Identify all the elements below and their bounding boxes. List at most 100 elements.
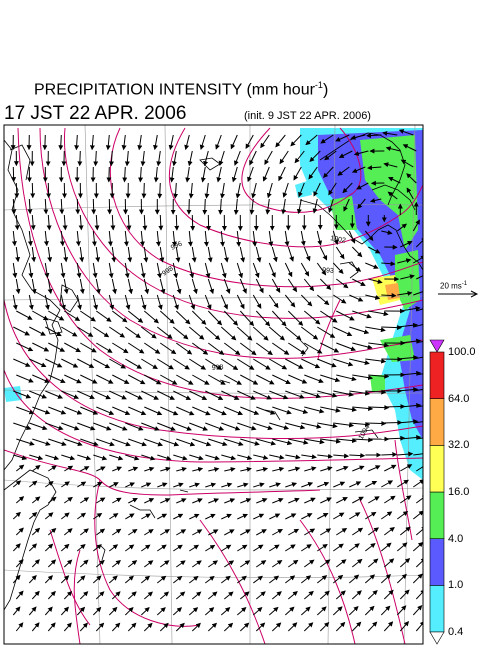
wind-arrow bbox=[285, 513, 297, 520]
wind-arrow bbox=[293, 166, 302, 181]
wind-arrow bbox=[336, 374, 357, 382]
wind-arrow bbox=[204, 326, 221, 341]
wind-arrow bbox=[43, 198, 49, 215]
wind-arrow bbox=[96, 466, 106, 472]
wind-arrow bbox=[368, 496, 380, 504]
wind-arrow bbox=[95, 246, 101, 263]
wind-arrow bbox=[236, 294, 245, 310]
wind-arrow bbox=[383, 621, 394, 632]
wind-arrow bbox=[61, 481, 70, 488]
valid-time: 17 JST 22 APR. 2006 bbox=[4, 103, 187, 124]
wind-arrow bbox=[207, 278, 215, 295]
wind-arrow bbox=[143, 278, 150, 295]
wind-arrow bbox=[317, 513, 329, 520]
wind-arrow bbox=[143, 310, 159, 324]
isobar-label: 1002 bbox=[330, 235, 347, 245]
colorbar-cell bbox=[429, 398, 445, 446]
wind-arrow bbox=[137, 134, 143, 151]
wind-arrow bbox=[256, 342, 273, 356]
wind-arrow bbox=[240, 374, 259, 385]
wind-arrow bbox=[13, 358, 31, 367]
wind-arrow bbox=[140, 607, 150, 616]
wind-arrow bbox=[15, 496, 25, 504]
wind-arrow bbox=[124, 294, 131, 311]
colorbar-label: 4.0 bbox=[448, 532, 464, 545]
wind-arrow bbox=[207, 246, 213, 263]
wind-arrow bbox=[157, 390, 175, 400]
wind-arrow bbox=[412, 541, 423, 552]
wind-arrow bbox=[399, 558, 411, 568]
wind-arrow bbox=[122, 166, 128, 183]
wind-arrow bbox=[77, 150, 83, 167]
wind-arrow bbox=[127, 560, 138, 568]
wind-arrow bbox=[381, 325, 403, 331]
wind-arrow bbox=[16, 310, 33, 320]
wind-arrow bbox=[271, 278, 281, 293]
wind-arrow bbox=[125, 454, 140, 461]
wind-arrow bbox=[397, 451, 414, 457]
colorbar-cell bbox=[429, 584, 445, 633]
wind-arrow bbox=[223, 342, 241, 356]
wind-arrow bbox=[45, 390, 64, 399]
wind-arrow bbox=[383, 526, 395, 536]
wind-arrow bbox=[95, 278, 101, 295]
wind-arrow bbox=[204, 607, 215, 616]
wind-arrow bbox=[156, 150, 162, 167]
wind-arrow bbox=[188, 575, 199, 584]
wind-arrow bbox=[125, 544, 135, 552]
wind-arrow bbox=[352, 465, 365, 472]
wind-arrow bbox=[333, 326, 353, 336]
wind-arrow bbox=[304, 497, 316, 504]
wind-arrow bbox=[271, 591, 282, 600]
wind-arrow bbox=[342, 182, 353, 194]
wind-arrow bbox=[236, 326, 253, 341]
wind-arrow bbox=[351, 590, 362, 600]
wind-arrow bbox=[397, 355, 419, 361]
wind-arrow bbox=[415, 237, 423, 248]
wind-arrow bbox=[44, 606, 53, 616]
wind-arrow bbox=[44, 262, 50, 279]
wind-arrow bbox=[269, 513, 281, 520]
wind-arrow bbox=[205, 482, 217, 488]
wind-arrow bbox=[365, 480, 378, 488]
wind-arrow bbox=[75, 198, 81, 215]
wind-arrow bbox=[416, 405, 423, 408]
wind-arrow bbox=[143, 246, 149, 263]
wind-arrow bbox=[316, 294, 330, 306]
wind-arrow bbox=[189, 422, 209, 431]
wind-arrow bbox=[351, 246, 363, 258]
wind-arrow bbox=[240, 529, 251, 536]
wind-arrow bbox=[348, 606, 359, 616]
wind-arrow bbox=[224, 406, 244, 416]
wind-arrow bbox=[415, 589, 423, 600]
wind-arrow bbox=[189, 544, 200, 552]
wind-arrow bbox=[406, 187, 414, 200]
wind-arrow bbox=[252, 294, 262, 309]
wind-arrow bbox=[15, 278, 21, 295]
wind-arrow bbox=[300, 606, 311, 616]
wind-arrow bbox=[235, 182, 241, 199]
wind-arrow bbox=[28, 294, 34, 311]
wind-arrow bbox=[48, 374, 66, 384]
wind-arrow bbox=[387, 176, 401, 184]
wind-arrow bbox=[124, 262, 130, 279]
wind-arrow bbox=[128, 528, 138, 536]
wind-arrow bbox=[125, 513, 135, 520]
wind-arrow bbox=[313, 182, 321, 197]
wind-arrow bbox=[252, 230, 258, 247]
wind-arrow bbox=[160, 438, 180, 447]
wind-arrow bbox=[381, 261, 396, 267]
wind-arrow bbox=[48, 438, 67, 446]
wind-arrow bbox=[141, 390, 159, 400]
wind-arrow bbox=[189, 390, 208, 400]
wind-arrow bbox=[138, 166, 144, 183]
wind-arrow bbox=[265, 198, 271, 215]
wind-arrow bbox=[205, 422, 225, 431]
wind-arrow bbox=[44, 575, 53, 584]
wind-arrow bbox=[28, 512, 38, 520]
wind-arrow bbox=[223, 622, 234, 632]
wind-arrow bbox=[237, 358, 255, 370]
wind-arrow bbox=[191, 622, 201, 632]
colorbar-cell bbox=[429, 351, 445, 400]
wind-arrow bbox=[109, 358, 127, 369]
